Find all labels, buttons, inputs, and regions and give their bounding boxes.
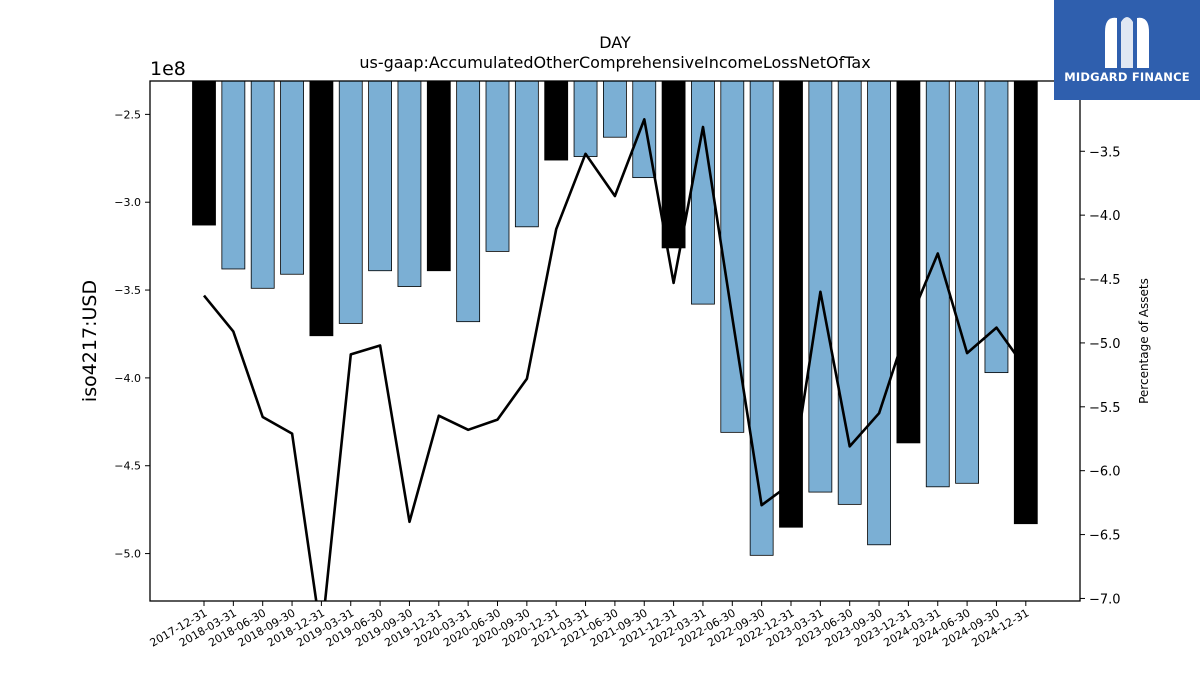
- bar: [808, 80, 833, 493]
- brand-logo: MIDGARD FINANCE: [1054, 0, 1200, 100]
- y-tick-label: −2.5: [114, 108, 141, 121]
- bar: [397, 80, 422, 287]
- y-tick-label: −3.5: [114, 284, 141, 297]
- bar: [955, 80, 979, 484]
- y2-tick-label: −6.5: [1089, 529, 1121, 544]
- y2-tick-label: −4.0: [1089, 209, 1121, 224]
- y-tick-label: −5.0: [114, 548, 141, 561]
- bar: [514, 80, 539, 228]
- chart-title: DAY: [599, 33, 631, 52]
- bar: [338, 80, 363, 324]
- bar: [250, 80, 275, 289]
- y2-tick-label: −6.0: [1089, 465, 1121, 480]
- y-offset-label: 1e8: [150, 58, 186, 80]
- y-tick-label: −3.0: [114, 196, 141, 209]
- y2-tick-label: −5.5: [1089, 401, 1121, 416]
- plot-frame: [149, 80, 1081, 602]
- bar: [485, 80, 510, 252]
- midgard-logo-icon: [1105, 17, 1149, 68]
- bar: [456, 80, 481, 323]
- bar: [779, 80, 803, 528]
- bar: [221, 80, 246, 270]
- bar: [749, 80, 774, 556]
- y2-tick-label: −7.0: [1089, 592, 1121, 607]
- bar: [896, 80, 921, 444]
- y-tick-label: −4.0: [114, 372, 141, 385]
- y2-tick-label: −5.0: [1089, 337, 1121, 352]
- bar: [1013, 80, 1038, 525]
- bar: [691, 80, 715, 305]
- y2-tick-label: −3.5: [1089, 145, 1121, 160]
- y-axis-label: iso4217:USD: [79, 280, 101, 402]
- y2-axis-label: Percentage of Assets: [1137, 278, 1151, 404]
- percentage-of-assets-line: [202, 118, 1027, 601]
- y-tick-label: −4.5: [114, 460, 141, 473]
- bar: [661, 80, 686, 249]
- brand-name: MIDGARD FINANCE: [1064, 70, 1190, 84]
- y2-tick-label: −4.5: [1089, 273, 1121, 288]
- bar: [368, 80, 393, 272]
- bar: [867, 80, 891, 546]
- bar: [426, 80, 451, 272]
- bar: [192, 80, 216, 226]
- bar: [280, 80, 304, 275]
- bar: [544, 80, 569, 161]
- bar: [573, 80, 598, 157]
- bar: [603, 80, 627, 138]
- chart-subtitle: us-gaap:AccumulatedOtherComprehensiveInc…: [359, 53, 870, 72]
- bar: [309, 80, 334, 337]
